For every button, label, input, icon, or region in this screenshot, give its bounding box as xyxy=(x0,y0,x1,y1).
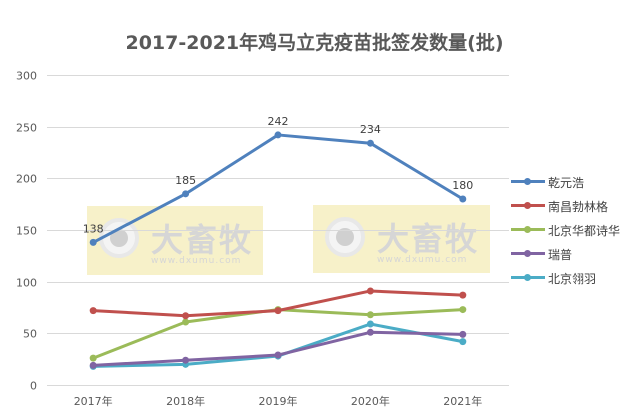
data-point xyxy=(182,312,190,320)
legend-line-marker-icon xyxy=(511,271,545,285)
x-tick-label: 2018年 xyxy=(166,394,205,408)
data-point xyxy=(274,307,282,315)
series-line xyxy=(89,328,467,369)
data-point xyxy=(182,356,190,364)
legend-item: 瑞普 xyxy=(511,242,620,266)
watermark-text: 大畜牧 xyxy=(377,220,480,258)
legend-item: 北京翎羽 xyxy=(511,266,620,290)
data-point xyxy=(274,351,282,359)
x-tick-label: 2021年 xyxy=(443,394,482,408)
chart-legend: 乾元浩南昌勃林格北京华都诗华 瑞普北京翎羽 xyxy=(511,170,620,290)
series-line xyxy=(89,287,467,320)
data-point xyxy=(459,291,467,299)
data-point xyxy=(182,318,190,326)
data-point xyxy=(459,330,467,338)
legend-label: 北京翎羽 xyxy=(548,271,597,286)
chart-title: 2017-2021年鸡马立克疫苗批签发数量(批) xyxy=(125,32,504,54)
data-point xyxy=(89,361,97,369)
watermark: 大畜牧 www.dxumu.com xyxy=(87,206,263,275)
legend-label: 瑞普 xyxy=(548,247,573,262)
legend-line-marker-icon xyxy=(511,223,545,237)
data-point xyxy=(366,287,374,295)
data-point xyxy=(89,354,97,362)
data-point xyxy=(182,190,190,198)
x-tick-label: 2020年 xyxy=(351,394,390,408)
data-label: 242 xyxy=(268,115,289,128)
y-tick-label: 100 xyxy=(16,277,37,290)
data-point xyxy=(459,338,467,346)
data-point xyxy=(89,307,97,315)
data-point xyxy=(366,328,374,336)
data-label: 138 xyxy=(83,222,104,235)
legend-label: 北京华都诗华 xyxy=(548,223,621,238)
data-label: 185 xyxy=(175,174,196,187)
legend-line-marker-icon xyxy=(511,199,545,213)
data-point xyxy=(459,195,467,203)
data-point xyxy=(89,238,97,246)
watermark-url: www.dxumu.com xyxy=(151,256,242,266)
legend-label: 乾元浩 xyxy=(548,175,585,190)
watermark-url: www.dxumu.com xyxy=(377,255,468,265)
y-tick-label: 150 xyxy=(16,225,37,238)
series-line: 138 185 242 234 180 xyxy=(83,115,473,246)
legend-line-marker-icon xyxy=(511,247,545,261)
data-point xyxy=(459,306,467,314)
legend-item: 北京华都诗华 xyxy=(511,218,620,242)
y-tick-label: 0 xyxy=(30,380,37,393)
legend-item: 乾元浩 xyxy=(511,170,620,194)
data-label: 180 xyxy=(452,179,473,192)
data-point xyxy=(366,311,374,319)
legend-item: 南昌勃林格 xyxy=(511,194,620,218)
watermark-text: 大畜牧 xyxy=(151,221,254,259)
data-label: 234 xyxy=(360,123,381,136)
y-tick-label: 250 xyxy=(16,122,37,135)
data-point xyxy=(366,320,374,328)
data-point xyxy=(366,139,374,147)
data-point xyxy=(274,131,282,139)
watermark: 大畜牧 www.dxumu.com xyxy=(313,205,490,273)
legend-label: 南昌勃林格 xyxy=(548,199,609,214)
x-tick-label: 2019年 xyxy=(259,394,298,408)
y-tick-label: 50 xyxy=(23,328,37,341)
legend-line-marker-icon xyxy=(511,175,545,189)
x-tick-label: 2017年 xyxy=(74,394,113,408)
watermark-logo-icon xyxy=(325,217,365,257)
y-tick-label: 300 xyxy=(16,70,37,83)
y-tick-label: 200 xyxy=(16,173,37,186)
